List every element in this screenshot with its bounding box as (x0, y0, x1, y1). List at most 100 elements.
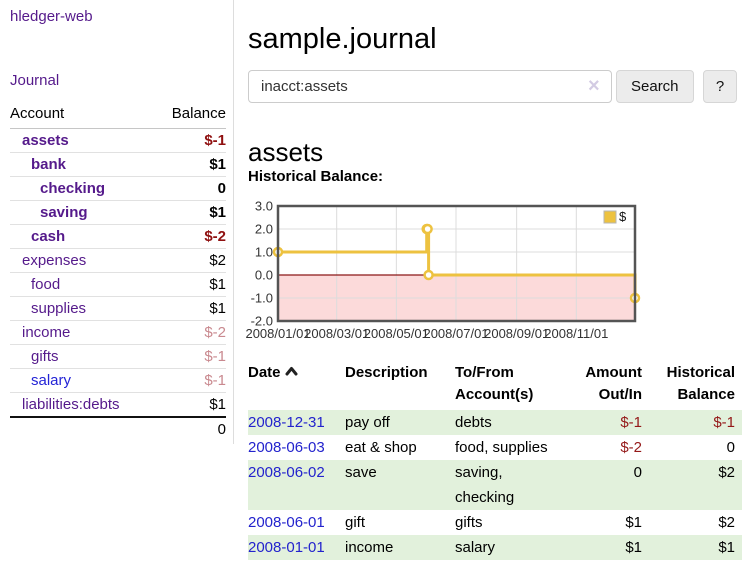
account-name-cell: supplies (10, 296, 155, 321)
register-row: 2008-01-01 income salary $1 $1 (248, 535, 742, 560)
register-date-link[interactable]: 2008-12-31 (248, 414, 325, 431)
accounts-total-value: 0 (154, 416, 226, 441)
brand-link[interactable]: hledger-web (10, 8, 93, 25)
account-balance: $1 (154, 272, 226, 297)
register-table-body: 2008-12-31 pay off debts $-1 $-1 2008-06-03 ea… (248, 410, 742, 560)
accounts-table: Account Balance assets $-1 bank $1 checking 0… (10, 98, 226, 441)
y-tick-label: 0.0 (255, 268, 273, 283)
account-balance: 0 (154, 176, 226, 201)
account-name-cell: assets (10, 128, 155, 153)
register-header-balance: Historical Balance (666, 364, 735, 403)
sidebar-account-link[interactable]: saving (40, 204, 88, 221)
accounts-table-body: assets $-1 bank $1 checking 0 saving $1 cash $-2 e… (10, 128, 226, 418)
register-header-date: Date (248, 362, 345, 410)
sidebar-account-link[interactable]: liabilities:debts (22, 396, 120, 413)
accounts-total-row: 0 (10, 416, 226, 441)
account-name-cell: bank (10, 152, 155, 177)
y-tick-label: 3.0 (255, 199, 273, 214)
account-balance: $-1 (154, 368, 226, 393)
sidebar-account-link[interactable]: assets (22, 132, 69, 149)
register-date-link[interactable]: 2008-06-02 (248, 464, 325, 481)
legend-swatch (603, 210, 617, 224)
sidebar-account-link[interactable]: cash (31, 228, 66, 245)
register-amount: 0 (633, 464, 642, 481)
account-name-cell: liabilities:debts (10, 392, 155, 418)
account-balance: $-1 (154, 344, 226, 369)
clear-search-icon[interactable]: × (588, 75, 600, 97)
x-tick-label: 2008/01/01 (245, 326, 310, 341)
register-row: 2008-12-31 pay off debts $-1 $-1 (248, 410, 742, 435)
account-balance: $1 (154, 296, 226, 321)
legend-label: $ (619, 209, 627, 224)
sidebar-account-link[interactable]: food (31, 276, 61, 293)
y-tick-label: -2.0 (251, 314, 273, 329)
register-accounts: debts (455, 414, 492, 431)
plot-border (276, 204, 637, 323)
register-description: income (345, 539, 394, 556)
sidebar-account-link[interactable]: bank (31, 156, 67, 173)
accounts-header-balance: Balance (154, 98, 226, 129)
register-description: save (345, 464, 377, 481)
account-row: saving $1 (10, 200, 226, 225)
register-header-accounts: To/From Account(s) (455, 364, 534, 403)
account-balance: $1 (154, 152, 226, 177)
x-tick-label: 2008/03/01 (304, 326, 369, 341)
register-date-link[interactable]: 2008-01-01 (248, 539, 325, 556)
account-row: gifts $-1 (10, 344, 226, 369)
sidebar-account-link[interactable]: checking (40, 180, 106, 197)
search-input[interactable] (248, 70, 612, 103)
sidebar-account-link[interactable]: expenses (22, 252, 87, 269)
register-accounts: gifts (455, 514, 483, 531)
account-row: assets $-1 (10, 128, 226, 153)
account-name-cell: checking (10, 176, 155, 201)
x-tick-label: 2008/07/01 (423, 326, 488, 341)
data-point-marker (422, 223, 433, 235)
register-header-amount: Amount Out/In (585, 364, 642, 403)
account-balance: $-1 (154, 128, 226, 153)
register-amount: $1 (625, 539, 642, 556)
x-tick-label: 2008/05/01 (364, 326, 429, 341)
y-tick-label: 2.0 (255, 222, 273, 237)
account-name-cell: gifts (10, 344, 155, 369)
account-balance: $1 (154, 392, 226, 418)
account-balance: $2 (154, 248, 226, 273)
account-balance: $1 (154, 200, 226, 225)
sidebar-account-link[interactable]: salary (31, 372, 72, 389)
account-row: food $1 (10, 272, 226, 297)
register-amount: $1 (625, 514, 642, 531)
register-description: eat & shop (345, 439, 417, 456)
sidebar-account-link[interactable]: gifts (31, 348, 59, 365)
register-date-link[interactable]: 2008-06-01 (248, 514, 325, 531)
account-row: bank $1 (10, 152, 226, 177)
data-point-marker (423, 269, 434, 281)
register-balance: $1 (718, 539, 735, 556)
help-button[interactable]: ? (703, 70, 737, 103)
register-header-row: Date Description To/From Account(s) Amou… (248, 362, 742, 410)
sidebar-divider (233, 0, 234, 444)
register-accounts: salary (455, 539, 496, 556)
account-row: checking 0 (10, 176, 226, 201)
account-row: salary $-1 (10, 368, 226, 393)
register-date-link[interactable]: 2008-06-03 (248, 439, 325, 456)
historical-balance-chart: $3.0 2.0 1.0 0.0 -1.0 -2.02008/01/012008/03/0… (245, 199, 641, 341)
register-table: Date Description To/From Account(s) Amou… (248, 362, 742, 560)
account-name-cell: salary (10, 368, 155, 393)
register-date-cell: 2008-12-31 (248, 410, 345, 435)
register-date-cell: 2008-06-03 (248, 435, 345, 460)
account-heading: assets (248, 136, 324, 167)
accounts-header-account: Account (10, 98, 155, 129)
account-balance: $-2 (154, 320, 226, 345)
register-description: gift (345, 514, 366, 531)
sidebar-account-link[interactable]: supplies (31, 300, 87, 317)
search-button[interactable]: Search (616, 70, 694, 103)
account-balance: $-2 (154, 224, 226, 249)
sidebar-item-journal[interactable]: Journal (10, 72, 60, 89)
register-description: pay off (345, 414, 390, 431)
sidebar-account-link[interactable]: income (22, 324, 71, 341)
account-name-cell: food (10, 272, 155, 297)
chart-heading: Historical Balance: (248, 168, 384, 185)
register-date-cell: 2008-06-01 (248, 510, 345, 535)
account-name-cell: expenses (10, 248, 155, 273)
register-balance: $2 (718, 464, 735, 481)
y-tick-label: 1.0 (255, 245, 273, 260)
